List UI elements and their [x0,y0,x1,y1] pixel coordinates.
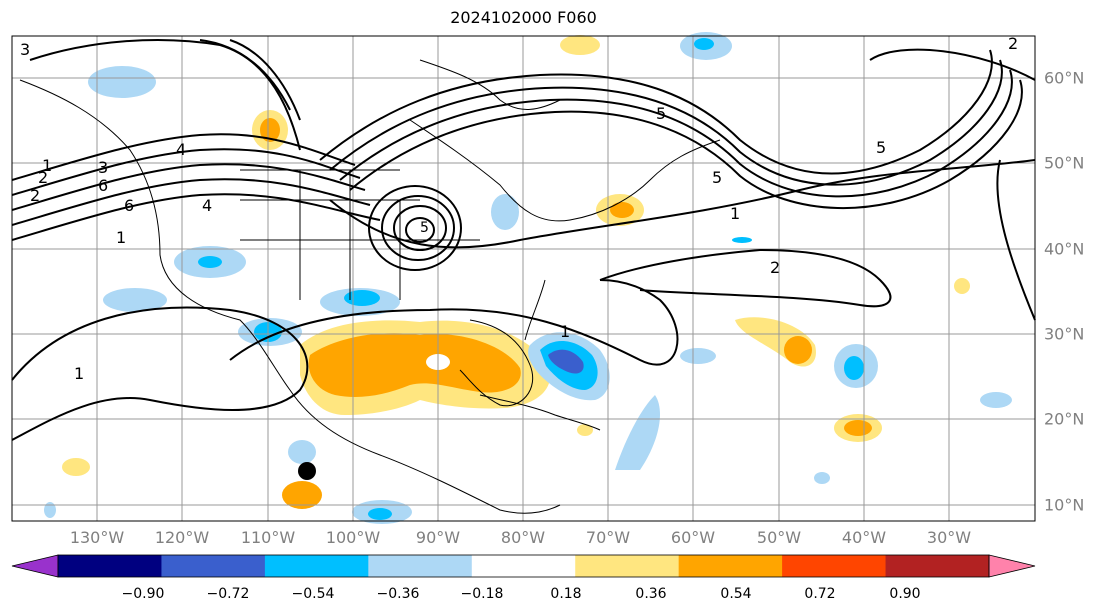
contour-label-16: 1 [560,322,571,341]
colorbar-extend-low [11,554,59,578]
lat-label-30n: 30°N [1044,324,1085,344]
colorbar-tick: 0.18 [550,586,582,602]
lat-label-10n: 10°N [1044,495,1085,515]
colorbar-frame [57,554,990,578]
graticule [12,36,1035,521]
lon-label-130w: 130°W [69,528,125,547]
colorbar-tick: 0.72 [804,586,836,602]
contour-label-1: 1 [116,228,127,247]
colorbar-segment [368,555,473,577]
lon-label-40w: 40°W [841,528,887,547]
colorbar-tick: 0.54 [720,586,752,602]
contour-label-13: 1 [74,364,85,383]
colorbar-segment [782,555,887,577]
colorbar-segment [264,555,369,577]
lon-label-120w: 120°W [154,528,210,547]
contour-label-2: 2 [38,168,49,187]
lat-label-40n: 40°N [1044,239,1085,259]
lon-label-90w: 90°W [415,528,461,547]
lat-label-60n: 60°N [1044,68,1085,88]
colorbar-segment [678,555,783,577]
coastlines [19,59,721,514]
lon-label-50w: 50°W [756,528,802,547]
lon-label-30w: 30°W [926,528,972,547]
map-frame [11,35,1036,522]
lon-label-110w: 110°W [240,528,296,547]
colorbar-segment [58,555,162,577]
contour-label-11: 5 [876,138,887,157]
contour-label-15: 1 [42,156,53,175]
lon-label-100w: 100°W [325,528,381,547]
colorbar-tick: −0.36 [376,586,420,602]
contour-label-14: 2 [1008,34,1019,53]
contour-label-9: 3 [20,40,31,59]
contour-label-6: 6 [124,196,135,215]
contour-lines [11,39,1036,441]
colorbar-segment [471,555,576,577]
lon-label-60w: 60°W [670,528,716,547]
storm-center-marker [298,462,316,480]
colorbar-tick: −0.72 [206,586,250,602]
colorbar-tick: 0.36 [635,586,667,602]
colorbar-segment [161,555,266,577]
colorbar [11,554,1036,578]
lon-label-80w: 80°W [500,528,546,547]
contour-label-7: 1 [730,204,741,223]
lat-label-20n: 20°N [1044,409,1085,429]
contour-label-3: 3 [98,158,109,177]
colorbar-tick: 0.90 [889,586,921,602]
colorbar-segment [575,555,680,577]
contour-label-4: 4 [176,140,187,159]
contour-label-8: 2 [770,258,781,277]
colorbar-extend-high [988,554,1036,578]
map-title: 2024102000 F060 [450,8,597,27]
colorbar-tick: −0.18 [460,586,504,602]
contour-label-18: 5 [712,168,723,187]
lat-label-50n: 50°N [1044,153,1085,173]
colorbar-segment [885,555,990,577]
colorbar-tick: −0.90 [121,586,165,602]
colorbar-tick: −0.54 [291,586,335,602]
contour-label-17: 2 [30,186,41,205]
contour-label-5: 5 [656,104,667,123]
contour-label-12: 6 [98,176,109,195]
contour-label-10: 4 [202,196,213,215]
contour-label-19: 5 [420,220,429,236]
lon-label-70w: 70°W [585,528,631,547]
